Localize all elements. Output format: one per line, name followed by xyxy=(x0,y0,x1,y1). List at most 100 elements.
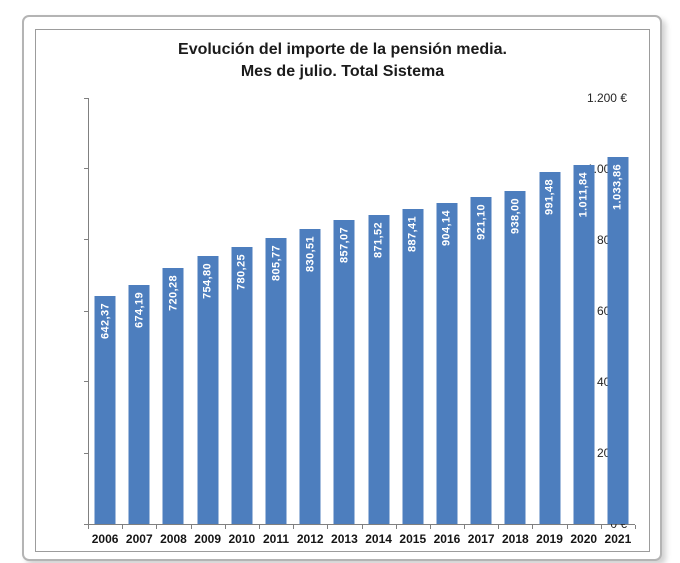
x-axis-label: 2013 xyxy=(331,532,358,546)
x-axis-label: 2009 xyxy=(194,532,221,546)
y-axis-tick xyxy=(84,310,88,312)
bar-value-wrap: 1.033,86 xyxy=(607,164,628,210)
y-axis-tick xyxy=(84,239,88,241)
x-axis-tick xyxy=(156,525,158,529)
x-axis-label: 2007 xyxy=(125,532,153,546)
bar-group-2016: 904,14 2016 xyxy=(430,98,464,546)
x-axis-tick xyxy=(361,525,363,529)
bar-2006: 642,37 xyxy=(94,295,116,524)
bar-2008: 720,28 xyxy=(162,268,184,524)
bar-group-2017: 921,10 2017 xyxy=(464,98,498,546)
bar-2007: 674,19 xyxy=(128,284,150,524)
bar-value-label: 1.011,84 xyxy=(577,171,590,218)
bar-group-2011: 805,77 2011 xyxy=(259,98,293,546)
bar-value-label: 921,10 xyxy=(475,204,488,241)
y-axis-tick xyxy=(84,452,88,454)
x-axis-tick xyxy=(600,525,602,529)
x-axis-label: 2010 xyxy=(228,532,256,546)
x-axis-label: 2006 xyxy=(91,532,119,546)
bar-group-2010: 780,25 2010 xyxy=(225,98,259,546)
bar-value-label: 674,19 xyxy=(133,291,146,328)
bar-value-label: 720,28 xyxy=(167,275,180,312)
bar-value-label: 887,41 xyxy=(406,215,419,253)
x-axis-label: 2019 xyxy=(536,532,563,546)
bar-2017: 921,10 xyxy=(470,197,492,524)
bar-value-wrap: 991,48 xyxy=(539,179,560,215)
y-axis-tick xyxy=(84,381,88,383)
bar-group-2012: 830,51 2012 xyxy=(293,98,327,546)
bar-2020: 1.011,84 xyxy=(573,164,595,524)
bar-2012: 830,51 xyxy=(299,229,321,524)
bar-value-wrap: 805,77 xyxy=(266,245,287,281)
x-axis-label: 2021 xyxy=(604,532,632,546)
bar-value-wrap: 642,37 xyxy=(95,303,116,339)
y-axis-tick xyxy=(84,97,88,99)
bar-2013: 857,07 xyxy=(333,219,355,524)
y-axis xyxy=(88,98,89,524)
bar-2018: 938,00 xyxy=(504,191,526,524)
bar-2019: 991,48 xyxy=(539,172,561,524)
bar-2015: 887,41 xyxy=(402,208,424,524)
x-axis-tick xyxy=(88,525,89,529)
bar-2021: 1.033,86 xyxy=(607,156,629,524)
chart-area: Evolución del importe de la pensión medi… xyxy=(35,29,650,552)
x-axis-label: 2017 xyxy=(467,532,495,546)
bar-group-2009: 754,80 2009 xyxy=(191,98,225,546)
bar-value-label: 1.033,86 xyxy=(611,163,624,211)
bar-group-2007: 674,19 2007 xyxy=(122,98,156,546)
bar-value-wrap: 938,00 xyxy=(505,198,526,234)
x-axis-label: 2016 xyxy=(433,532,461,546)
x-axis-label: 2011 xyxy=(263,532,290,546)
bar-value-label: 754,80 xyxy=(201,263,214,300)
bar-value-label: 805,77 xyxy=(270,244,283,281)
x-axis-label: 2014 xyxy=(365,532,392,546)
x-axis-tick xyxy=(122,525,124,529)
chart-title: Evolución del importe de la pensión medi… xyxy=(178,41,507,58)
bar-value-label: 780,25 xyxy=(235,254,248,291)
bar-2010: 780,25 xyxy=(231,247,253,524)
bar-value-label: 991,48 xyxy=(543,179,556,216)
x-axis-tick xyxy=(395,525,397,529)
x-axis-tick xyxy=(327,525,329,529)
bar-value-label: 938,00 xyxy=(509,198,522,235)
y-axis-tick xyxy=(84,168,88,170)
x-axis-tick xyxy=(635,525,636,529)
bar-2014: 871,52 xyxy=(368,214,390,524)
bar-value-label: 857,07 xyxy=(338,226,351,263)
y-axis-tick xyxy=(84,523,88,525)
x-axis-tick xyxy=(566,525,568,529)
x-axis-label: 2020 xyxy=(570,532,598,546)
bar-value-label: 830,51 xyxy=(304,236,317,273)
bar-group-2014: 871,52 2014 xyxy=(362,98,396,546)
bar-group-2021: 1.033,86 2021 xyxy=(601,98,635,546)
bar-2009: 754,80 xyxy=(197,256,219,524)
x-axis-tick xyxy=(293,525,295,529)
bar-group-2015: 887,41 2015 xyxy=(396,98,430,546)
x-axis xyxy=(88,524,635,525)
bar-value-wrap: 674,19 xyxy=(129,292,150,328)
bar-value-wrap: 754,80 xyxy=(197,263,218,299)
x-axis-label: 2018 xyxy=(501,532,529,546)
x-axis-label: 2012 xyxy=(296,532,324,546)
y-axis-label: 1.200 € xyxy=(586,91,627,105)
bar-value-wrap: 720,28 xyxy=(163,275,184,311)
x-axis-tick xyxy=(258,525,260,529)
x-axis-label: 2008 xyxy=(160,532,187,546)
bar-value-wrap: 1.011,84 xyxy=(573,172,594,217)
chart-subtitle: Mes de julio. Total Sistema xyxy=(240,63,445,80)
bar-value-wrap: 871,52 xyxy=(368,222,389,258)
bar-value-wrap: 904,14 xyxy=(436,210,457,246)
bar-value-label: 642,37 xyxy=(99,302,112,340)
bar-value-wrap: 780,25 xyxy=(231,254,252,290)
plot-area: 1.200 €1.000 €800 €600 €400 €200 €0 €642… xyxy=(84,91,636,546)
bar-group-2008: 720,28 2008 xyxy=(156,98,190,546)
bar-group-2018: 938,00 2018 xyxy=(498,98,532,546)
bar-value-label: 871,52 xyxy=(372,221,385,258)
x-axis-tick xyxy=(224,525,226,529)
chart-title-block: Evolución del importe de la pensión medi… xyxy=(36,39,649,83)
bar-group-2013: 857,07 2013 xyxy=(327,98,361,546)
bar-group-2019: 991,48 2019 xyxy=(532,98,566,546)
x-axis-label: 2015 xyxy=(399,532,427,546)
x-axis-tick xyxy=(190,525,192,529)
x-axis-tick xyxy=(498,525,500,529)
